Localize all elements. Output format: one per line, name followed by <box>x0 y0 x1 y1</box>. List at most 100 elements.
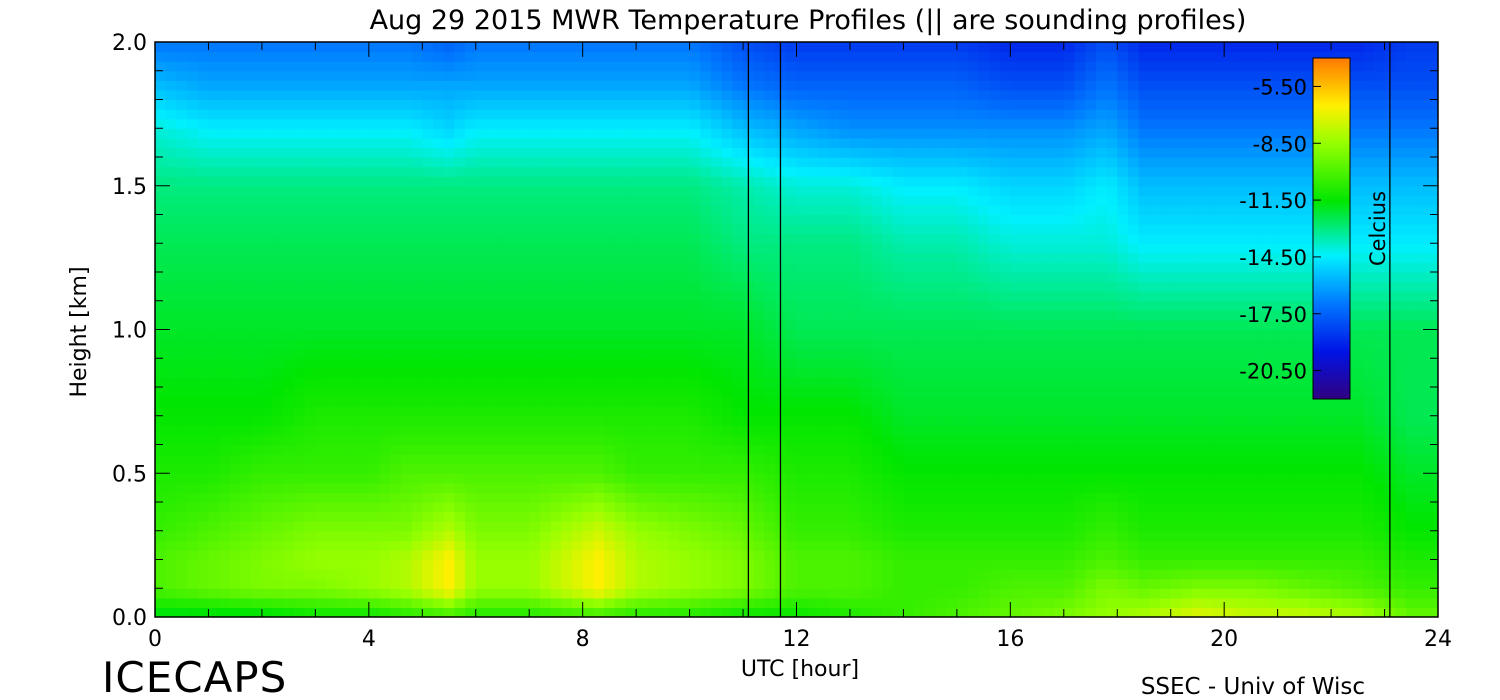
heat-cell <box>1149 521 1161 532</box>
heat-cell <box>914 559 926 570</box>
heat-cell <box>753 482 766 494</box>
heat-cell <box>1074 578 1086 589</box>
heat-cell <box>935 319 947 331</box>
heat-cell <box>1224 243 1236 254</box>
heat-cell <box>1373 607 1386 617</box>
heat-cell <box>935 444 947 455</box>
heat-cell <box>1042 415 1054 426</box>
heat-cell <box>1138 348 1150 359</box>
heat-cell <box>1085 329 1097 340</box>
heat-cell <box>550 434 562 446</box>
heat-cell <box>1010 319 1022 331</box>
heat-cell <box>817 252 830 264</box>
heat-cell <box>561 463 573 474</box>
heat-cell <box>240 607 252 617</box>
heat-cell <box>1181 262 1193 273</box>
heat-cell <box>1277 233 1289 244</box>
heat-cell <box>1256 463 1268 474</box>
heat-cell <box>550 559 562 570</box>
heat-cell <box>219 597 231 609</box>
heat-cell <box>1021 473 1033 484</box>
heat-cell <box>860 214 872 225</box>
heat-cell <box>1010 291 1022 302</box>
heat-cell <box>967 482 979 494</box>
heat-cell <box>550 367 562 379</box>
heat-cell <box>326 578 338 589</box>
heat-cell <box>379 319 391 331</box>
heat-cell <box>988 569 1001 580</box>
heat-cell <box>1373 243 1386 254</box>
heat-cell <box>272 319 284 331</box>
heat-cell <box>293 252 306 264</box>
heat-cell <box>251 387 263 398</box>
heat-cell <box>700 233 712 244</box>
heat-cell <box>871 588 883 599</box>
heat-cell <box>272 233 284 244</box>
heat-cell <box>1192 569 1204 580</box>
heat-cell <box>176 358 188 369</box>
heat-cell <box>956 425 969 436</box>
heat-cell <box>1192 281 1204 292</box>
heat-cell <box>700 415 712 426</box>
heat-cell <box>1085 454 1097 465</box>
heat-cell <box>422 502 434 513</box>
heat-cell <box>903 406 915 417</box>
heat-cell <box>165 502 177 513</box>
heat-cell <box>1256 597 1268 609</box>
heat-cell <box>571 300 584 311</box>
heat-cell <box>1031 233 1044 244</box>
heat-cell <box>956 434 969 446</box>
chart-title: Aug 29 2015 MWR Temperature Profiles (||… <box>370 5 1247 36</box>
heat-cell <box>497 434 509 446</box>
heat-cell <box>710 530 723 541</box>
heat-cell <box>251 559 263 570</box>
heat-cell <box>379 521 391 532</box>
heat-cell <box>432 473 445 484</box>
heat-cell <box>614 569 627 580</box>
heat-cell <box>379 339 391 350</box>
heat-cell <box>1181 358 1193 369</box>
heat-cell <box>1395 358 1407 369</box>
heat-cell <box>176 377 188 388</box>
heat-cell <box>582 262 594 273</box>
heat-cell <box>229 540 242 551</box>
heat-cell <box>1245 377 1257 388</box>
heat-cell <box>625 454 637 465</box>
heat-cell <box>315 358 327 369</box>
heat-cell <box>1031 310 1044 321</box>
heat-cell <box>1352 463 1364 474</box>
heat-cell <box>732 252 744 264</box>
heat-cell <box>860 252 872 264</box>
heat-cell <box>176 511 188 522</box>
heat-cell <box>229 549 242 561</box>
heat-cell <box>465 597 477 609</box>
heat-cell <box>1063 348 1076 359</box>
heat-cell <box>197 243 210 254</box>
heat-cell <box>956 272 969 283</box>
heat-cell <box>903 329 915 340</box>
heat-cell <box>967 396 979 407</box>
heat-cell <box>860 597 872 609</box>
heat-cell <box>604 243 616 254</box>
heat-cell <box>1213 262 1225 273</box>
heat-cell <box>828 367 840 379</box>
heat-cell <box>593 272 605 283</box>
heat-cell <box>1277 310 1289 321</box>
heat-cell <box>283 578 295 589</box>
heat-cell <box>465 348 477 359</box>
heat-cell <box>1266 243 1279 254</box>
heat-cell <box>571 329 584 340</box>
heat-cell <box>208 597 220 609</box>
heat-cell <box>187 521 199 532</box>
heat-cell <box>1309 492 1321 503</box>
heat-cell <box>326 300 338 311</box>
heat-cell <box>272 434 284 446</box>
heat-cell <box>1395 521 1407 532</box>
heat-cell <box>678 415 691 426</box>
heat-cell <box>197 387 210 398</box>
heat-cell <box>411 425 423 436</box>
heat-cell <box>197 310 210 321</box>
heat-cell <box>443 473 455 484</box>
heat-cell <box>988 272 1001 283</box>
heat-cell <box>251 521 263 532</box>
